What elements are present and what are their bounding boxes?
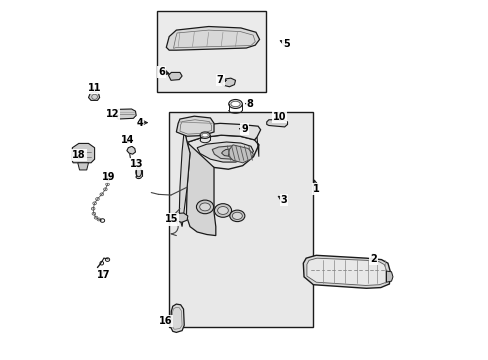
Polygon shape: [126, 146, 135, 154]
Polygon shape: [221, 149, 244, 157]
Polygon shape: [179, 130, 190, 226]
FancyBboxPatch shape: [169, 112, 312, 327]
Polygon shape: [386, 271, 392, 282]
Polygon shape: [72, 143, 94, 163]
Text: 6: 6: [158, 67, 164, 77]
Polygon shape: [170, 304, 184, 332]
Polygon shape: [212, 146, 247, 159]
Polygon shape: [186, 142, 215, 235]
Ellipse shape: [202, 134, 208, 137]
Text: 15: 15: [164, 215, 178, 224]
Polygon shape: [176, 116, 214, 136]
Text: 2: 2: [369, 254, 376, 264]
Polygon shape: [266, 120, 287, 127]
Polygon shape: [306, 258, 386, 285]
Text: 9: 9: [241, 124, 247, 134]
Ellipse shape: [200, 132, 210, 138]
Ellipse shape: [228, 99, 242, 108]
Polygon shape: [78, 163, 88, 170]
Text: 13: 13: [130, 159, 143, 169]
Text: 8: 8: [246, 99, 253, 109]
Polygon shape: [254, 137, 258, 157]
Polygon shape: [168, 72, 182, 80]
Polygon shape: [197, 142, 253, 162]
Ellipse shape: [232, 212, 242, 220]
Ellipse shape: [136, 167, 142, 177]
Text: 14: 14: [121, 135, 134, 145]
Text: 1: 1: [312, 184, 319, 194]
Ellipse shape: [105, 176, 110, 180]
Text: 7: 7: [216, 75, 223, 85]
Text: 11: 11: [88, 83, 102, 93]
Text: 3: 3: [280, 195, 287, 205]
Polygon shape: [171, 213, 187, 222]
Text: 17: 17: [97, 270, 110, 280]
Ellipse shape: [214, 204, 231, 217]
Polygon shape: [187, 135, 258, 169]
Text: 12: 12: [105, 109, 119, 120]
Ellipse shape: [196, 200, 213, 214]
Ellipse shape: [199, 203, 210, 211]
FancyBboxPatch shape: [156, 12, 265, 92]
Polygon shape: [228, 145, 253, 163]
Text: 16: 16: [159, 316, 172, 326]
Text: 18: 18: [72, 150, 85, 160]
Polygon shape: [221, 78, 235, 87]
Text: 4: 4: [136, 118, 143, 128]
Polygon shape: [88, 92, 100, 100]
Text: 19: 19: [102, 172, 116, 182]
Polygon shape: [115, 109, 136, 119]
Ellipse shape: [230, 101, 240, 107]
Ellipse shape: [229, 210, 244, 222]
Polygon shape: [184, 123, 260, 142]
Text: 5: 5: [283, 39, 289, 49]
Ellipse shape: [217, 207, 228, 215]
Polygon shape: [166, 27, 259, 50]
Polygon shape: [303, 255, 390, 288]
Text: 10: 10: [272, 112, 286, 122]
